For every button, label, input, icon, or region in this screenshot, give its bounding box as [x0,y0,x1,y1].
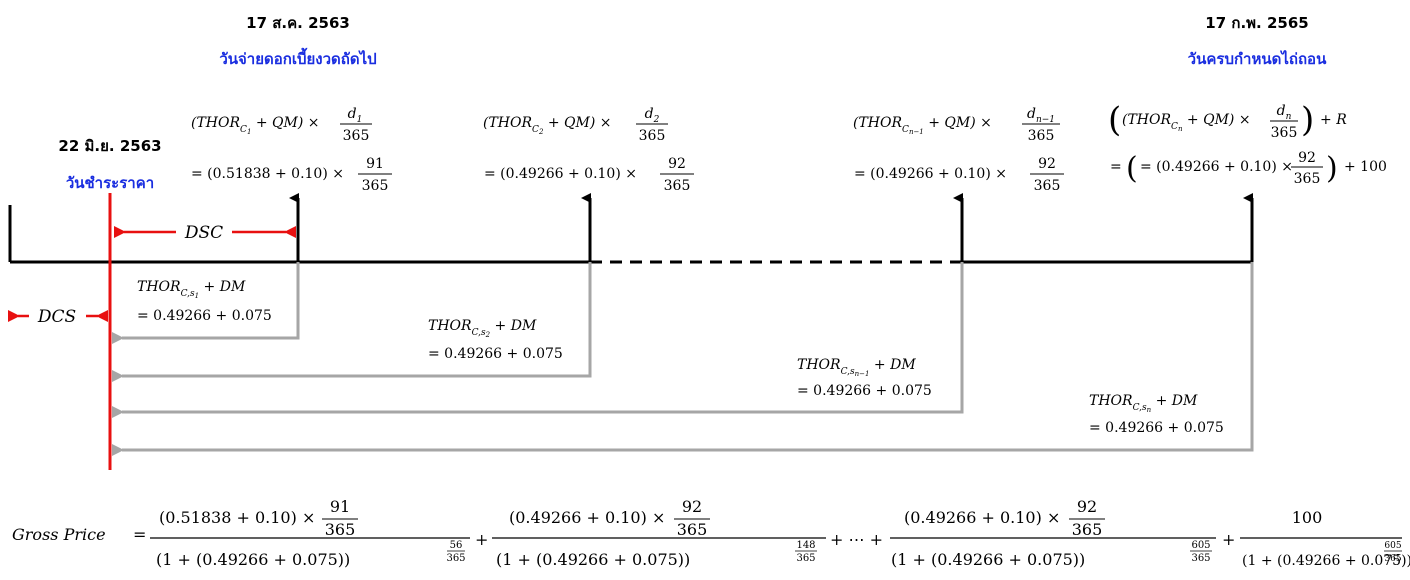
settle-label: วันชำระราคา [66,174,154,192]
dsc-label: DSC [184,223,223,243]
svg-text:= (0.49266 + 0.10) ×: = (0.49266 + 0.10) × [484,166,637,182]
coupon-formula-1: (THORC1 + QM) × d1 365 = (0.51838 + 0.10… [191,106,392,194]
svg-text:(: ( [1108,100,1121,140]
svg-text:148: 148 [796,540,815,551]
svg-text:365: 365 [1384,554,1401,564]
discount-label-2: THORC,s2 + DM = 0.49266 + 0.075 [428,318,563,362]
svg-text:365: 365 [1191,553,1210,564]
svg-text:+ ⋯ +: + ⋯ + [830,530,883,549]
svg-text:= (0.49266 + 0.10) ×: = (0.49266 + 0.10) × [1140,159,1293,175]
svg-text:dn−1: dn−1 [1027,106,1055,125]
svg-text:(1 + (0.49266 + 0.075)): (1 + (0.49266 + 0.075)) [156,550,350,569]
svg-text:THORC,s2 + DM: THORC,s2 + DM [428,318,537,339]
gross-price-label: Gross Price [12,525,106,544]
svg-text:365: 365 [677,520,708,539]
svg-text:(: ( [1126,151,1138,186]
discount-arrow-2 [112,262,592,382]
svg-text:= (0.49266 + 0.10) ×: = (0.49266 + 0.10) × [854,166,1007,182]
svg-text:605: 605 [1191,540,1210,551]
discount-label-n: THORC,sn + DM = 0.49266 + 0.075 [1089,393,1224,436]
coupon-formula-n: ( (THORCn + QM) × dn 365 ) + R = ( = (0.… [1108,100,1387,187]
gross-price-formula: Gross Price = (0.51838 + 0.10) × 91 365 … [12,497,1410,569]
svg-text:100: 100 [1292,508,1323,527]
dcs-span: DCS [7,307,108,327]
svg-text:THORC,sn−1 + DM: THORC,sn−1 + DM [797,357,916,378]
coupon-formula-2: (THORC2 + QM) × d2 365 = (0.49266 + 0.10… [483,106,694,194]
svg-text:605: 605 [1384,541,1401,551]
settle-date: 22 มิ.ย. 2563 [58,137,161,155]
svg-text:365: 365 [664,178,691,194]
svg-text:365: 365 [796,553,815,564]
discount-label-1: THORC,s1 + DM = 0.49266 + 0.075 [137,279,272,324]
svg-text:+ 100: + 100 [1344,159,1387,175]
svg-text:+ R: + R [1320,112,1347,128]
svg-text:92: 92 [1038,156,1056,172]
svg-text:365: 365 [1072,520,1103,539]
svg-text:365: 365 [343,128,370,144]
svg-text:): ) [1326,151,1338,186]
svg-text:(0.51838 + 0.10) ×: (0.51838 + 0.10) × [159,508,315,527]
svg-text:91: 91 [366,156,384,172]
svg-text:): ) [1301,100,1314,140]
svg-text:91: 91 [330,497,350,516]
svg-text:92: 92 [668,156,686,172]
svg-text:365: 365 [639,128,666,144]
next-coupon-label: วันจ่ายดอกเบี้ยงวดถัดไป [219,47,376,68]
maturity-label: วันครบกำหนดไถ่ถอน [1188,49,1327,68]
dsc-span: DSC [114,223,296,243]
coupon-formula-n-1: (THORCn−1 + QM) × dn−1 365 = (0.49266 + … [853,106,1064,194]
svg-text:92: 92 [682,497,702,516]
time-axis [8,205,1252,264]
svg-text:THORC,sn + DM: THORC,sn + DM [1089,393,1198,414]
svg-text:(THORCn + QM) ×: (THORCn + QM) × [1122,112,1251,133]
svg-text:+: + [475,530,488,549]
svg-text:d1: d1 [348,106,363,125]
svg-text:=: = [1110,159,1122,175]
svg-text:(1 + (0.49266 + 0.075)): (1 + (0.49266 + 0.075)) [496,550,690,569]
svg-text:+: + [1222,530,1235,549]
gross-price-term-2: (0.49266 + 0.10) × 92 365 (1 + (0.49266 … [492,497,826,569]
svg-text:365: 365 [1294,171,1321,187]
gross-price-term-4: 100 (1 + (0.49266 + 0.075)) 605 365 [1240,508,1410,569]
svg-text:=: = [133,525,146,544]
svg-text:dn: dn [1277,103,1292,122]
dcs-label: DCS [37,307,76,327]
svg-text:d2: d2 [645,106,660,125]
svg-text:= 0.49266 + 0.075: = 0.49266 + 0.075 [1089,420,1224,436]
svg-text:(THORC1 + QM) ×: (THORC1 + QM) × [191,115,320,136]
svg-text:= (0.51838 + 0.10) ×: = (0.51838 + 0.10) × [191,166,344,182]
svg-text:(THORC2 + QM) ×: (THORC2 + QM) × [483,115,612,136]
svg-text:365: 365 [1028,128,1055,144]
discount-arrow-n-1 [112,262,964,418]
svg-text:56: 56 [450,540,463,551]
svg-text:92: 92 [1298,150,1316,166]
discount-arrow-1 [112,262,300,344]
svg-text:365: 365 [362,178,389,194]
gross-price-term-3: (0.49266 + 0.10) × 92 365 (1 + (0.49266 … [890,497,1216,569]
svg-text:(1 + (0.49266 + 0.075)): (1 + (0.49266 + 0.075)) [891,550,1085,569]
svg-text:= 0.49266 + 0.075: = 0.49266 + 0.075 [137,308,272,324]
gross-price-term-1: (0.51838 + 0.10) × 91 365 (1 + (0.49266 … [150,497,470,569]
svg-text:(0.49266 + 0.10) ×: (0.49266 + 0.10) × [904,508,1060,527]
svg-text:365: 365 [446,553,465,564]
svg-text:= 0.49266 + 0.075: = 0.49266 + 0.075 [428,346,563,362]
svg-text:= 0.49266 + 0.075: = 0.49266 + 0.075 [797,383,932,399]
discount-label-n-1: THORC,sn−1 + DM = 0.49266 + 0.075 [797,357,932,399]
svg-text:(1 + (0.49266 + 0.075)): (1 + (0.49266 + 0.075)) [1242,553,1410,569]
svg-text:(THORCn−1 + QM) ×: (THORCn−1 + QM) × [853,115,992,136]
next-coupon-date: 17 ส.ค. 2563 [246,14,350,32]
svg-text:THORC,s1 + DM: THORC,s1 + DM [137,279,246,300]
svg-text:365: 365 [1271,125,1298,141]
svg-text:365: 365 [325,520,356,539]
svg-text:(0.49266 + 0.10) ×: (0.49266 + 0.10) × [509,508,665,527]
maturity-date: 17 ก.พ. 2565 [1205,14,1308,32]
svg-text:365: 365 [1034,178,1061,194]
svg-text:92: 92 [1077,497,1097,516]
discount-arrow-n [112,262,1254,456]
